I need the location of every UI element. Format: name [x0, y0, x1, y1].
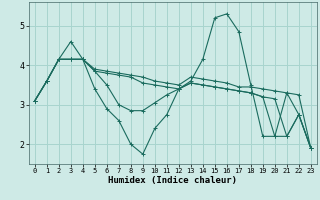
X-axis label: Humidex (Indice chaleur): Humidex (Indice chaleur) [108, 176, 237, 185]
